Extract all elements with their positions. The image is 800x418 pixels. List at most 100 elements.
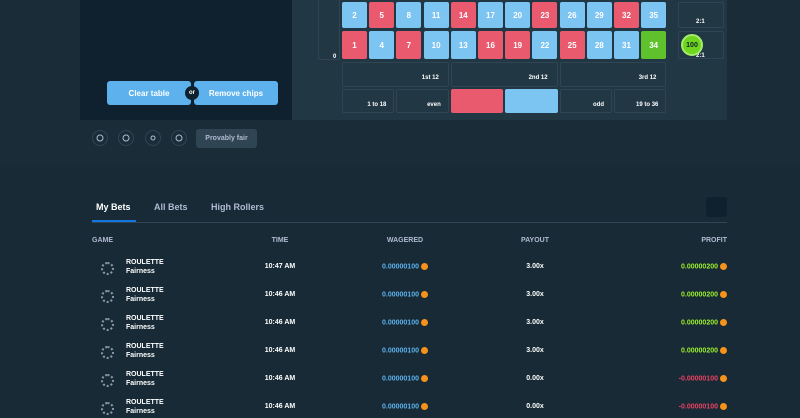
number-cell[interactable]: 32 <box>614 2 639 28</box>
profit-value: 0.00000200 <box>681 319 718 327</box>
time: 10:46 AM <box>264 403 296 410</box>
number-cell[interactable]: 22 <box>532 31 558 59</box>
game-icon <box>101 374 114 387</box>
outside-cell[interactable] <box>559 89 612 113</box>
control-icon[interactable] <box>145 130 161 146</box>
profit-value: 0.00000200 <box>681 263 718 271</box>
chip[interactable]: 100 <box>681 34 703 56</box>
table-icon-button[interactable] <box>706 197 727 217</box>
number-cell[interactable]: 2 <box>342 2 367 28</box>
coin-icon <box>420 403 428 410</box>
control-icon[interactable] <box>171 130 187 146</box>
number-cell[interactable]: 17 <box>478 2 503 28</box>
dozen-cell[interactable] <box>342 62 449 87</box>
payout: 3.00x <box>526 347 544 354</box>
number-cell[interactable]: 5 <box>369 2 395 28</box>
tab-line <box>92 222 727 223</box>
game-detail[interactable]: Fairness <box>126 268 155 275</box>
payout: 3.00x <box>526 319 544 326</box>
clear-table-button[interactable]: Clear table <box>107 81 191 105</box>
outside-label: odd <box>592 102 604 108</box>
game-detail[interactable]: Fairness <box>126 296 155 303</box>
profit: -0.00000100 <box>600 403 727 410</box>
zero-cell[interactable] <box>318 0 340 60</box>
game-icon <box>101 346 114 359</box>
dozen-label: 1st 12 <box>421 75 439 81</box>
game-detail[interactable]: Fairness <box>126 408 155 415</box>
column-label: 2:1 <box>696 19 705 25</box>
coin-icon <box>420 347 428 354</box>
number-cell[interactable]: 28 <box>586 31 612 59</box>
number-cell[interactable]: 34 <box>641 31 667 59</box>
outside-cell[interactable] <box>450 89 504 113</box>
outside-cell[interactable] <box>505 89 558 113</box>
column-cell[interactable] <box>678 2 724 28</box>
number-cell[interactable]: 20 <box>505 2 531 28</box>
number-cell[interactable]: 29 <box>586 2 612 28</box>
game-detail[interactable]: Fairness <box>126 352 155 359</box>
game-name[interactable]: ROULETTE <box>126 343 164 350</box>
wagered: 0.00000100 <box>350 319 460 326</box>
number-cell[interactable]: 23 <box>532 2 558 28</box>
number-cell[interactable]: 7 <box>396 31 422 59</box>
column-header: TIME <box>271 237 289 244</box>
remove-chips-button[interactable]: Remove chips <box>194 81 278 105</box>
number-cell[interactable]: 14 <box>450 2 476 28</box>
wagered-value: 0.00000100 <box>382 291 419 299</box>
time: 10:46 AM <box>264 319 296 326</box>
number-cell[interactable]: 13 <box>450 31 476 59</box>
profit-value: 0.00000200 <box>681 347 718 355</box>
dozen-label: 2nd 12 <box>528 75 548 81</box>
coin-icon <box>420 319 428 326</box>
control-icon[interactable] <box>118 130 134 146</box>
wagered: 0.00000100 <box>350 291 460 298</box>
tab[interactable]: All Bets <box>154 202 188 212</box>
number-cell[interactable]: 25 <box>559 31 585 59</box>
outside-label: 1 to 18 <box>367 102 387 108</box>
number-cell[interactable]: 19 <box>505 31 531 59</box>
tab[interactable]: My Bets <box>96 202 131 212</box>
game-name[interactable]: ROULETTE <box>126 399 164 406</box>
game-detail[interactable]: Fairness <box>126 324 155 331</box>
profit-value: -0.00000100 <box>678 403 718 411</box>
number-cell[interactable]: 10 <box>423 31 449 59</box>
profit: 0.00000200 <box>600 291 727 298</box>
column-cell[interactable] <box>678 31 724 59</box>
outside-cell[interactable] <box>342 89 395 113</box>
column-label: 2:1 <box>696 53 705 59</box>
game-name[interactable]: ROULETTE <box>126 287 164 294</box>
game-name[interactable]: ROULETTE <box>126 259 164 266</box>
time: 10:46 AM <box>264 375 296 382</box>
tab-underline <box>92 220 136 222</box>
number-cell[interactable]: 1 <box>342 31 367 59</box>
dozen-cell[interactable] <box>559 62 667 87</box>
game-name[interactable]: ROULETTE <box>126 315 164 322</box>
tab[interactable]: High Rollers <box>211 202 265 212</box>
outside-cell[interactable] <box>396 89 449 113</box>
number-cell[interactable]: 16 <box>478 31 503 59</box>
outside-cell[interactable] <box>614 89 667 113</box>
game-detail[interactable]: Fairness <box>126 380 155 387</box>
provably-fair-button[interactable]: Provably fair <box>196 129 257 148</box>
number-cell[interactable]: 31 <box>614 31 639 59</box>
icon <box>175 134 183 142</box>
game-icon <box>101 290 114 303</box>
payout: 0.00x <box>526 403 544 410</box>
time: 10:46 AM <box>264 347 296 354</box>
number-cell[interactable]: 26 <box>559 2 585 28</box>
number-cell[interactable]: 4 <box>369 31 395 59</box>
outside-label: even <box>427 102 441 108</box>
control-icon[interactable] <box>92 130 108 146</box>
game-name[interactable]: ROULETTE <box>126 371 164 378</box>
outside-label: 19 to 36 <box>636 102 659 108</box>
number-cell[interactable]: 35 <box>641 2 667 28</box>
number-cell[interactable]: 8 <box>396 2 422 28</box>
payout: 3.00x <box>526 291 544 298</box>
time: 10:47 AM <box>264 263 296 270</box>
wagered: 0.00000100 <box>350 263 460 270</box>
icon <box>96 134 104 142</box>
dozen-cell[interactable] <box>450 62 558 87</box>
number-cell[interactable]: 11 <box>423 2 449 28</box>
column-header: WAGERED <box>386 237 424 244</box>
